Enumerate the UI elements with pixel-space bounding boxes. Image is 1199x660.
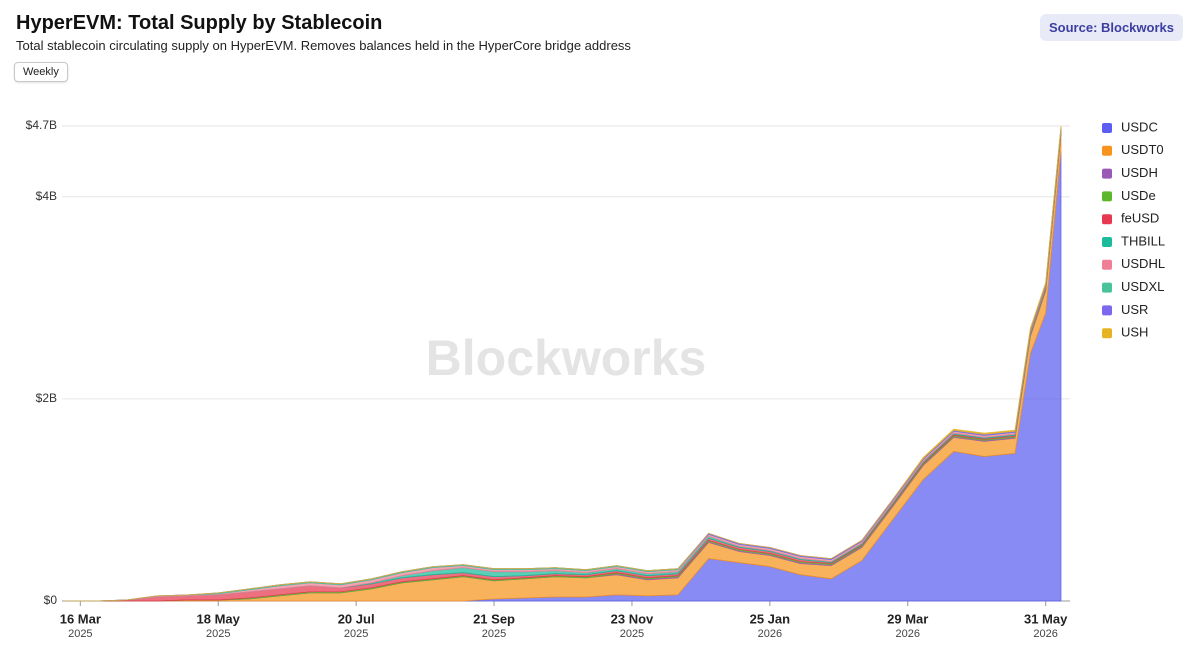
x-tick-label: 25 Jan <box>750 611 791 626</box>
legend-swatch <box>1102 305 1112 316</box>
legend-swatch <box>1102 259 1112 270</box>
x-tick-year: 2025 <box>68 628 92 640</box>
y-tick-label: $4.7B <box>26 118 57 132</box>
legend-swatch <box>1102 191 1112 202</box>
x-tick-label: 29 Mar <box>887 611 928 626</box>
legend-label: feUSD <box>1121 211 1159 226</box>
x-tick-year: 2025 <box>206 628 230 640</box>
legend-label: USR <box>1121 302 1148 317</box>
x-tick-year: 2026 <box>1033 628 1057 640</box>
legend-swatch <box>1102 123 1112 133</box>
legend-swatch <box>1102 328 1112 339</box>
legend-label: USDC <box>1121 119 1158 134</box>
interval-button[interactable]: Weekly <box>14 62 68 82</box>
x-tick-label: 16 Mar <box>60 611 101 626</box>
y-tick-label: $2B <box>36 391 57 405</box>
legend-swatch <box>1102 282 1112 293</box>
x-tick-year: 2025 <box>620 628 644 640</box>
legend-label: THBILL <box>1121 233 1165 248</box>
x-tick-label: 21 Sep <box>473 611 515 626</box>
x-tick-label: 31 May <box>1024 611 1068 626</box>
legend-swatch <box>1102 168 1112 179</box>
areas <box>65 125 1062 602</box>
watermark: Blockworks <box>426 330 707 386</box>
legend-swatch <box>1102 237 1112 247</box>
x-tick-label: 18 May <box>197 611 241 626</box>
legend-label: USDH <box>1121 165 1158 180</box>
x-tick-label: 23 Nov <box>611 611 654 626</box>
x-tick-year: 2026 <box>758 628 782 640</box>
y-tick-label: $0 <box>44 593 58 607</box>
legend-label: USDT0 <box>1121 142 1164 157</box>
legend-label: USDXL <box>1121 279 1164 294</box>
x-tick-year: 2026 <box>896 628 920 640</box>
y-tick-label: $4B <box>36 189 57 203</box>
legend-label: USH <box>1121 325 1148 340</box>
legend-label: USDe <box>1121 188 1156 203</box>
area <box>65 125 1062 602</box>
chart-subtitle: Total stablecoin circulating supply on H… <box>16 38 631 53</box>
x-tick-year: 2025 <box>344 628 368 640</box>
chart-title: HyperEVM: Total Supply by Stablecoin <box>16 12 383 34</box>
legend-swatch <box>1102 214 1112 225</box>
source-badge[interactable]: Source: Blockworks <box>1040 14 1183 41</box>
legend-swatch <box>1102 145 1112 156</box>
x-tick-label: 20 Jul <box>338 611 375 626</box>
x-tick-year: 2025 <box>482 628 506 640</box>
legend-label: USDHL <box>1121 256 1165 271</box>
